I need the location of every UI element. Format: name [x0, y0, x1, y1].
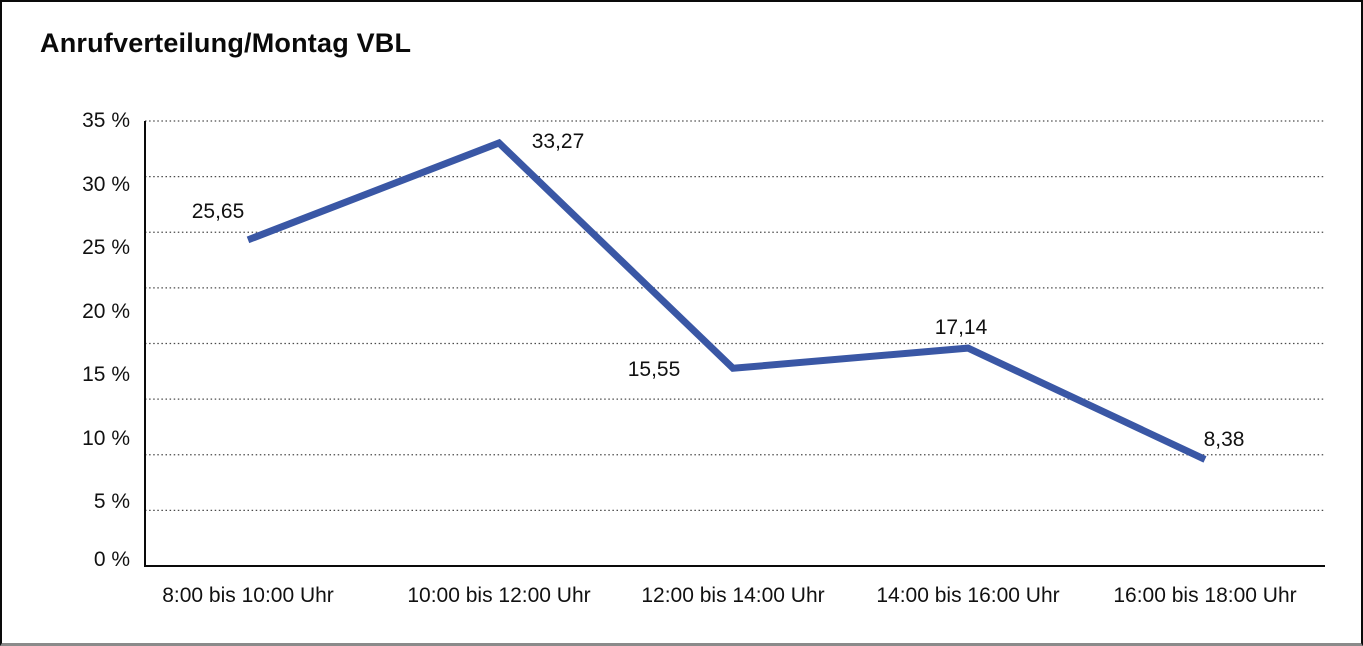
y-axis-tick-label: 10 % [82, 426, 130, 450]
x-axis-tick-label: 10:00 bis 12:00 Uhr [407, 584, 591, 607]
data-point-value-label: 33,27 [531, 130, 585, 153]
y-axis-tick-label: 30 % [82, 172, 130, 196]
data-point-value-label: 15,55 [627, 358, 681, 381]
y-axis-tick-label: 5 % [93, 490, 130, 514]
y-axis-tick-label: 20 % [82, 299, 130, 323]
y-axis-tick-label: 0 % [93, 548, 130, 571]
x-axis-tick-label: 14:00 bis 16:00 Uhr [876, 584, 1060, 607]
x-axis-tick-label: 8:00 bis 10:00 Uhr [162, 584, 334, 607]
chart-title: Anrufverteilung/Montag VBL [40, 28, 412, 58]
data-point-value-label: 17,14 [934, 316, 988, 339]
y-axis-tick-label: 35 % [82, 109, 130, 132]
y-axis-tick-label: 25 % [82, 236, 130, 260]
data-line [246, 138, 1207, 463]
data-point-value-label: 8,38 [1203, 428, 1245, 451]
x-axis-tick-label: 12:00 bis 14:00 Uhr [641, 584, 825, 607]
y-axis-tick-label: 15 % [82, 363, 130, 387]
data-point-value-label: 25,65 [191, 200, 245, 223]
x-axis-tick-label: 16:00 bis 18:00 Uhr [1113, 584, 1297, 607]
